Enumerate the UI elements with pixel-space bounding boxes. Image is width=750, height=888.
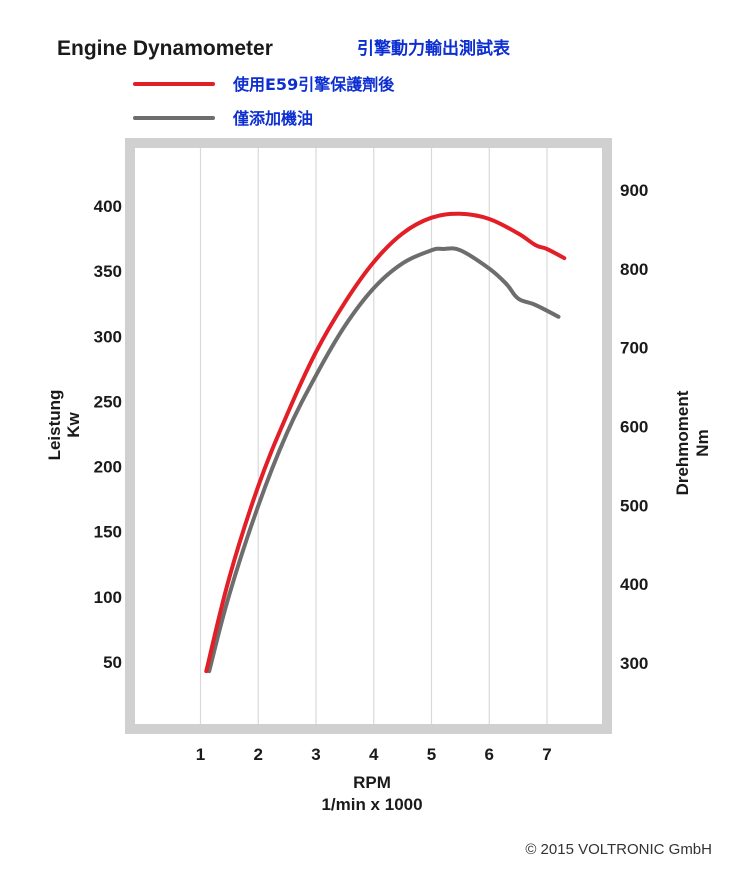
x-axis-ticks: 1 2 3 4 5 6 7 <box>196 745 552 764</box>
left-tick-label: 300 <box>94 327 122 346</box>
left-tick-label: 50 <box>103 653 122 672</box>
x-tick-label: 1 <box>196 745 205 764</box>
right-tick-label: 900 <box>620 181 648 200</box>
right-tick-label: 400 <box>620 575 648 594</box>
right-tick-label: 800 <box>620 260 648 279</box>
right-tick-label: 300 <box>620 654 648 673</box>
legend: 使用E59引擎保護劑後 僅添加機油 <box>133 75 395 128</box>
x-axis-sublabel: 1/min x 1000 <box>321 795 422 814</box>
chart-subtitle: 引擎動力輸出測試表 <box>357 38 511 59</box>
curves <box>204 211 567 674</box>
right-tick-label: 700 <box>620 339 648 358</box>
left-axis-sublabel: Kw <box>64 411 83 437</box>
x-axis-label: RPM <box>353 773 391 792</box>
left-tick-label: 150 <box>94 523 122 542</box>
x-tick-label: 2 <box>254 745 263 764</box>
x-tick-label: 6 <box>485 745 494 764</box>
right-axis-sublabel: Nm <box>693 429 712 456</box>
right-tick-label: 500 <box>620 496 648 515</box>
left-tick-label: 200 <box>94 458 122 477</box>
right-axis-label: Drehmoment <box>673 390 692 495</box>
legend-label-with-protector: 使用E59引擎保護劑後 <box>232 75 395 94</box>
plot-frame <box>125 138 612 734</box>
x-tick-label: 5 <box>427 745 436 764</box>
left-tick-label: 250 <box>94 392 122 411</box>
left-axis-ticks: 50 100 150 200 250 300 350 400 <box>94 197 122 672</box>
grid <box>199 148 548 724</box>
left-tick-label: 400 <box>94 197 122 216</box>
left-axis-label: Leistung <box>45 390 64 461</box>
right-tick-label: 600 <box>620 418 648 437</box>
series-line-oil-only <box>207 246 561 674</box>
left-tick-label: 100 <box>94 588 122 607</box>
legend-label-oil-only: 僅添加機油 <box>232 109 313 128</box>
x-tick-label: 3 <box>311 745 320 764</box>
x-tick-label: 7 <box>542 745 551 764</box>
series-line-with-protector <box>204 211 567 674</box>
x-tick-label: 4 <box>369 745 379 764</box>
chart-title: Engine Dynamometer <box>57 37 273 60</box>
right-axis-ticks: 300 400 500 600 700 800 900 <box>620 181 648 673</box>
copyright-notice: © 2015 VOLTRONIC GmbH <box>525 841 712 858</box>
left-tick-label: 350 <box>94 262 122 281</box>
